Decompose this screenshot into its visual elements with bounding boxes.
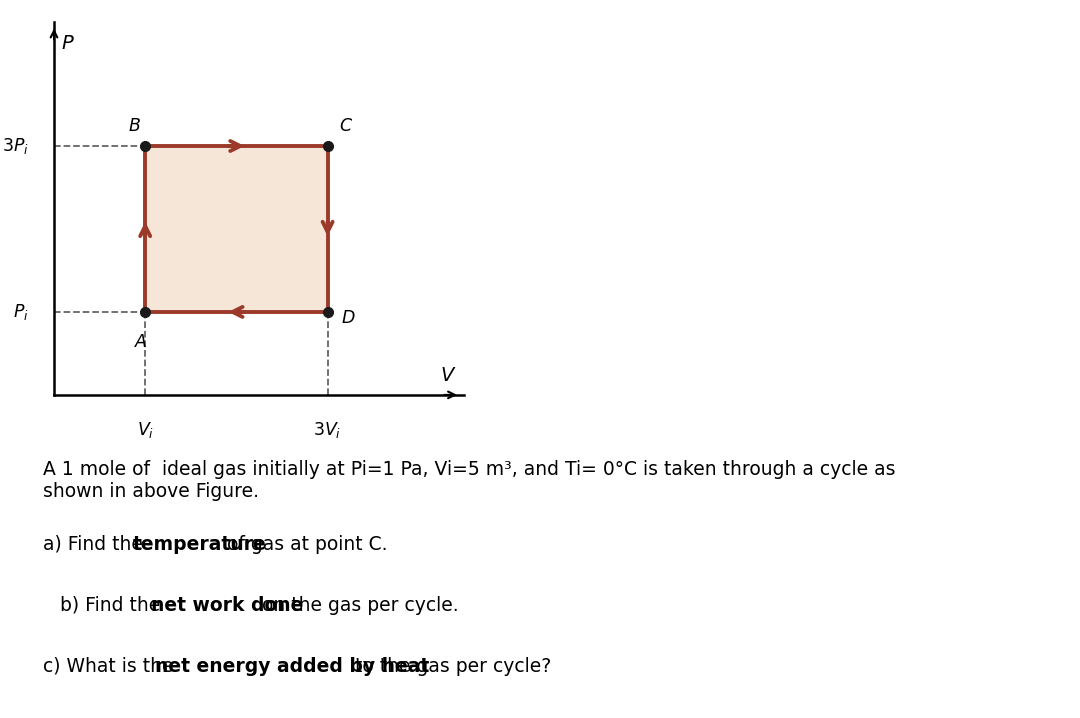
Text: A: A bbox=[135, 332, 147, 350]
Text: a) Find the: a) Find the bbox=[43, 535, 149, 554]
Text: $3P_i$: $3P_i$ bbox=[1, 136, 28, 156]
Text: A 1 mole of  ideal gas initially at Pi=1 Pa, Vi=5 m³, and Ti= 0°C is taken throu: A 1 mole of ideal gas initially at Pi=1 … bbox=[43, 460, 895, 500]
Text: C: C bbox=[339, 117, 352, 135]
Text: c) What is the: c) What is the bbox=[43, 657, 179, 676]
Text: $P_i$: $P_i$ bbox=[13, 302, 28, 322]
Text: temperature: temperature bbox=[133, 535, 266, 554]
Text: $3V_i$: $3V_i$ bbox=[313, 420, 341, 440]
Text: to the gas per cycle?: to the gas per cycle? bbox=[349, 657, 551, 676]
Polygon shape bbox=[145, 146, 327, 312]
Text: b) Find the: b) Find the bbox=[54, 596, 166, 615]
Text: on the gas per cycle.: on the gas per cycle. bbox=[256, 596, 458, 615]
Text: B: B bbox=[129, 117, 140, 135]
Text: of gas at point C.: of gas at point C. bbox=[221, 535, 388, 554]
Text: net work done: net work done bbox=[150, 596, 302, 615]
Text: V: V bbox=[440, 366, 454, 385]
Text: net energy added by heat: net energy added by heat bbox=[154, 657, 429, 676]
Text: D: D bbox=[341, 309, 354, 327]
Text: P: P bbox=[62, 34, 73, 53]
Text: $V_i$: $V_i$ bbox=[136, 420, 153, 440]
